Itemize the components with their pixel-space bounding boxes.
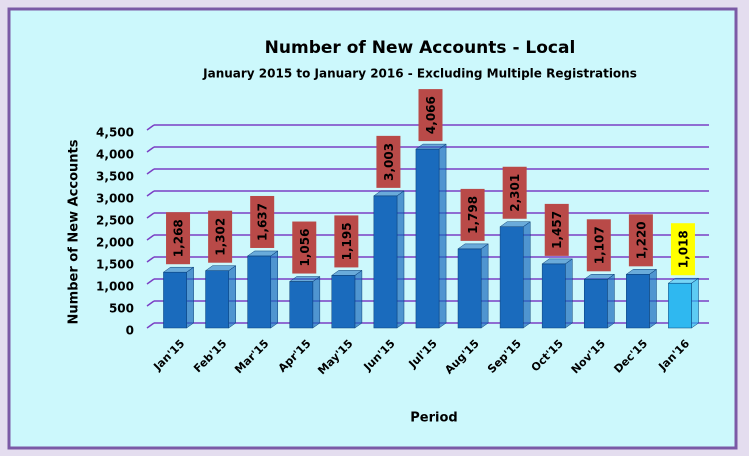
bar xyxy=(626,274,650,329)
value-label-box xyxy=(166,212,191,265)
bar-side xyxy=(186,266,194,329)
value-label: 1,195 xyxy=(340,222,354,260)
bar xyxy=(499,226,524,329)
bar-top xyxy=(288,276,321,282)
y-tick-label: 2,000 xyxy=(96,236,134,250)
bar-side xyxy=(396,190,405,329)
bar-side xyxy=(354,269,363,329)
grid-line-depth xyxy=(146,300,155,307)
chart-subtitle: January 2015 to January 2016 - Excluding… xyxy=(202,67,637,81)
grid-line-depth xyxy=(146,190,155,197)
value-label-box xyxy=(544,203,569,256)
bar xyxy=(205,270,229,329)
bar xyxy=(583,279,608,329)
value-label-box xyxy=(334,215,359,268)
grid-line-depth xyxy=(146,278,155,285)
chart-title: Number of New Accounts - Local xyxy=(265,38,576,58)
value-label-box xyxy=(292,221,317,274)
value-label: 1,457 xyxy=(550,211,564,249)
value-label-box xyxy=(586,219,611,272)
grid-line-depth xyxy=(146,212,155,219)
bar-side xyxy=(438,143,447,329)
grid-line-depth xyxy=(146,124,155,131)
value-label-box xyxy=(670,223,695,276)
value-label: 1,268 xyxy=(172,219,186,257)
bar-top xyxy=(583,274,616,280)
value-label: 1,056 xyxy=(298,229,312,267)
y-tick-label: 4,500 xyxy=(96,126,134,140)
bar xyxy=(668,282,692,329)
value-label-box xyxy=(460,188,485,241)
grid-line-depth xyxy=(146,322,155,329)
value-label: 1,018 xyxy=(676,230,690,268)
bar xyxy=(289,281,314,329)
bar-side xyxy=(691,277,699,329)
grid-line-depth xyxy=(146,168,155,175)
bar-top xyxy=(246,250,279,257)
grid-line-depth xyxy=(146,146,155,153)
chart-panel xyxy=(7,7,738,450)
bar-top xyxy=(541,258,574,265)
y-tick-label: 500 xyxy=(109,302,134,316)
y-tick-label: 1,500 xyxy=(96,258,134,272)
bar xyxy=(541,263,566,329)
x-axis-label: Period xyxy=(410,411,457,426)
value-label-box xyxy=(502,166,527,219)
bar-side xyxy=(649,268,657,329)
grid-line-depth xyxy=(146,234,155,241)
value-label-box xyxy=(250,195,275,248)
value-label-box xyxy=(418,89,443,142)
bar-top xyxy=(499,221,532,228)
bar xyxy=(247,255,272,329)
y-tick-label: 2,500 xyxy=(96,214,134,228)
y-tick-label: 4,000 xyxy=(96,148,134,162)
value-label-box xyxy=(208,210,233,263)
y-tick-label: 3,500 xyxy=(96,170,134,184)
value-label: 1,637 xyxy=(256,203,270,241)
bar-side xyxy=(270,250,279,329)
y-axis-label: Number of New Accounts xyxy=(67,139,82,324)
bar-side xyxy=(312,276,321,329)
bar xyxy=(457,248,482,329)
bar xyxy=(415,148,440,329)
bar-top xyxy=(204,265,237,271)
y-tick-label: 0 xyxy=(126,324,134,338)
bar-side xyxy=(480,243,489,329)
y-tick-label: 1,000 xyxy=(96,280,134,294)
bar xyxy=(331,275,356,329)
bar-top xyxy=(373,190,405,197)
value-label: 1,220 xyxy=(634,221,648,259)
grid-line-depth xyxy=(146,256,155,263)
bar-side xyxy=(565,258,573,329)
bar-side xyxy=(522,221,531,329)
y-tick-label: 3,000 xyxy=(96,192,134,206)
value-label: 3,003 xyxy=(382,143,396,181)
value-label: 1,107 xyxy=(592,226,606,264)
bar xyxy=(373,195,398,329)
bar-side xyxy=(228,265,236,329)
bar-top xyxy=(625,269,658,275)
bar xyxy=(163,271,187,329)
bar-top xyxy=(162,266,195,273)
bar-top xyxy=(415,143,447,150)
value-label: 1,302 xyxy=(214,218,228,256)
value-label: 4,066 xyxy=(424,96,438,134)
bar-top xyxy=(457,243,489,250)
value-label-box xyxy=(376,135,401,188)
bar-top xyxy=(667,277,700,284)
bar-top xyxy=(330,270,363,276)
bar-side xyxy=(607,273,615,329)
value-label: 1,798 xyxy=(466,196,480,234)
value-label: 2,301 xyxy=(508,174,522,212)
value-label-box xyxy=(628,214,653,267)
